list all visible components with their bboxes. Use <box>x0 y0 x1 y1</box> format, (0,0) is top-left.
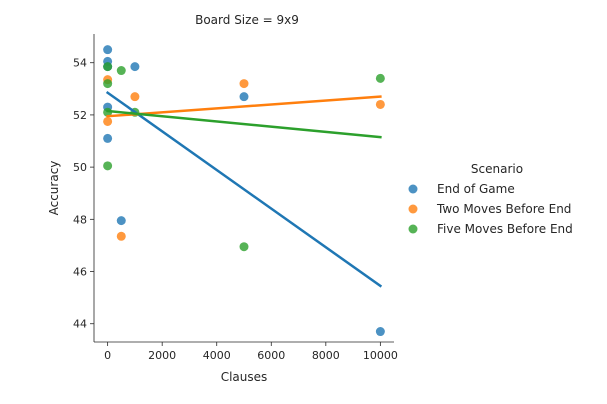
data-point <box>116 66 126 76</box>
chart-title: Board Size = 9x9 <box>195 13 299 27</box>
y-tick-label: 44 <box>73 318 87 331</box>
y-tick-label: 50 <box>73 161 87 174</box>
data-point <box>375 73 385 83</box>
data-point <box>103 116 113 126</box>
y-tick-label: 46 <box>73 266 87 279</box>
x-tick-label: 4000 <box>203 349 231 362</box>
data-point <box>103 62 113 72</box>
data-point <box>103 133 113 143</box>
trend-line <box>105 90 383 288</box>
legend-label: Two Moves Before End <box>436 202 571 216</box>
legend-label: End of Game <box>437 182 515 196</box>
legend-marker <box>408 204 418 214</box>
data-point <box>239 79 249 89</box>
legend-marker <box>408 224 418 234</box>
trend-line <box>106 95 382 118</box>
y-tick-label: 54 <box>73 57 87 70</box>
x-tick-label: 8000 <box>312 349 340 362</box>
data-point <box>103 45 113 55</box>
data-point <box>239 242 249 252</box>
legend-label: Five Moves Before End <box>437 222 573 236</box>
x-tick-label: 6000 <box>257 349 285 362</box>
y-ticks: 44 46 48 50 52 54 <box>73 57 94 331</box>
legend-title: Scenario <box>471 162 523 176</box>
data-point <box>375 327 385 337</box>
data-point <box>103 79 113 89</box>
data-point <box>239 92 249 102</box>
data-point <box>103 161 113 171</box>
data-point <box>130 62 140 72</box>
plot-area <box>103 45 385 337</box>
x-axis-label: Clauses <box>221 370 268 384</box>
x-tick-label: 2000 <box>148 349 176 362</box>
legend-marker <box>408 184 418 194</box>
y-axis-label: Accuracy <box>47 161 61 216</box>
legend: Scenario End of Game Two Moves Before End… <box>408 162 573 236</box>
x-tick-label: 10000 <box>363 349 398 362</box>
data-point <box>116 231 126 241</box>
data-point <box>375 99 385 109</box>
data-point <box>130 92 140 102</box>
trend-line <box>106 109 382 139</box>
x-ticks: 0 2000 4000 6000 8000 10000 <box>104 342 398 362</box>
y-tick-label: 48 <box>73 213 87 226</box>
y-tick-label: 52 <box>73 109 87 122</box>
data-point <box>116 216 126 226</box>
x-tick-label: 0 <box>104 349 111 362</box>
